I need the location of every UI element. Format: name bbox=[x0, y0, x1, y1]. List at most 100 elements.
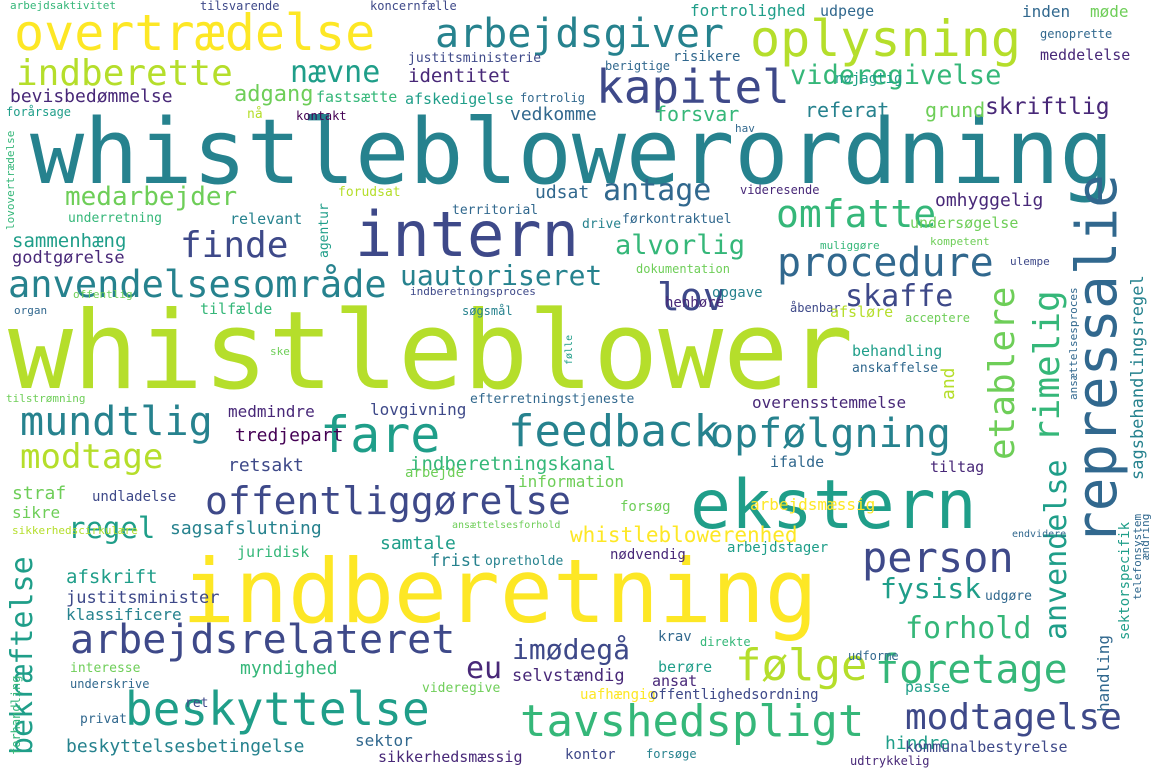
word-ansaettelsesforhold: ansættelsesforhold bbox=[452, 520, 561, 531]
word-and: and bbox=[938, 367, 959, 400]
word-imodegaa: imødegå bbox=[512, 633, 631, 666]
word-endvidere: endvidere bbox=[1012, 529, 1067, 540]
word-selvstaendig: selvstændig bbox=[512, 666, 625, 686]
word-beskyttelse: beskyttelse bbox=[125, 682, 430, 736]
word-sammenhaeng: sammenhæng bbox=[12, 230, 127, 252]
word-omhyggelig: omhyggelig bbox=[935, 190, 1044, 211]
word-koncernfaelle: koncernfælle bbox=[370, 0, 457, 13]
word-acceptere: acceptere bbox=[905, 311, 971, 325]
word-modtage: modtage bbox=[20, 437, 164, 477]
word-relevant: relevant bbox=[230, 210, 303, 228]
word-beskyttelsesbetingelse: beskyttelsesbetingelse bbox=[66, 736, 305, 757]
word-tilstromning: tilstrømning bbox=[6, 392, 86, 405]
word-uautoriseret: uautoriseret bbox=[400, 259, 603, 292]
word-dokumentation: dokumentation bbox=[636, 262, 730, 276]
word-medmindre: medmindre bbox=[228, 402, 315, 421]
word-sagsbehandlingsregel: sagsbehandlingsregel bbox=[1128, 275, 1148, 480]
word-berigtige: berigtige bbox=[605, 59, 671, 73]
word-undersogelse: undersøgelse bbox=[910, 214, 1019, 232]
word-sikre: sikre bbox=[12, 503, 61, 522]
word-retsakt: retsakt bbox=[228, 455, 304, 476]
word-adgang: adgang bbox=[234, 82, 314, 107]
word-underskrive: underskrive bbox=[70, 677, 150, 691]
word-tredjepart: tredjepart bbox=[235, 425, 344, 446]
word-intern: intern bbox=[355, 198, 579, 271]
word-indberette: indberette bbox=[16, 53, 233, 94]
word-arbejdsrelateret: arbejdsrelateret bbox=[70, 617, 456, 663]
word-inden: inden bbox=[1022, 2, 1071, 21]
word-whistleblower: whistleblower bbox=[8, 289, 854, 414]
word-sektorspecifik: sektorspecifik bbox=[1117, 521, 1133, 640]
word-udforme: udforme bbox=[848, 649, 899, 663]
word-overtraedelse: overtrædelse bbox=[14, 4, 376, 62]
word-myndighed: myndighed bbox=[240, 658, 338, 679]
word-behandling: behandling bbox=[852, 342, 943, 360]
word-tilfaelde: tilfælde bbox=[200, 300, 273, 318]
word-samtale: samtale bbox=[380, 533, 456, 554]
word-privat: privat bbox=[80, 712, 127, 727]
word-modtagelse: modtagelse bbox=[905, 697, 1122, 738]
word-videregive: videregive bbox=[422, 681, 501, 696]
word-berore: berøre bbox=[658, 658, 713, 676]
word-udpege: udpege bbox=[820, 2, 875, 20]
word-forkontraktuel: førkontraktuel bbox=[622, 212, 732, 227]
word-whistleblowerordning: whistleblowerordning bbox=[30, 100, 1114, 205]
word-opretholde: opretholde bbox=[485, 554, 564, 569]
word-eu: eu bbox=[466, 651, 503, 686]
word-meddelelse: meddelelse bbox=[1040, 46, 1131, 64]
word-kontor: kontor bbox=[565, 747, 616, 763]
word-antage: antage bbox=[603, 173, 712, 208]
word-forsog: forsøg bbox=[620, 499, 671, 515]
word-udsat: udsat bbox=[535, 182, 590, 203]
word-sikkerhedscirkulaere: sikkerhedscirkulære bbox=[12, 524, 138, 537]
word-arbejde: arbejde bbox=[405, 465, 465, 481]
word-identitet: identitet bbox=[408, 65, 511, 87]
word-skaffe: skaffe bbox=[845, 279, 954, 314]
word-foretage: foretage bbox=[875, 647, 1068, 693]
word-forhandling: forhandling bbox=[9, 675, 23, 755]
word-forsoege: forsøge bbox=[646, 747, 697, 761]
word-referat: referat bbox=[805, 98, 890, 122]
word-genoprette: genoprette bbox=[1040, 27, 1113, 41]
word-forudsat: forudsat bbox=[338, 185, 401, 200]
word-omfatte: omfatte bbox=[776, 192, 937, 236]
word-lovovertraedelse: lovovertrædelse bbox=[4, 130, 17, 230]
word-opfolgning: opfølgning bbox=[710, 411, 951, 457]
word-justitsministerie: justitsministerie bbox=[408, 51, 542, 66]
word-tavshedspligt: tavshedspligt bbox=[520, 696, 865, 747]
word-territorial: territorial bbox=[452, 203, 539, 218]
word-anskaffelse: anskaffelse bbox=[852, 361, 939, 376]
word-na: nå bbox=[247, 107, 263, 122]
word-overensstemmelse: overensstemmelse bbox=[752, 393, 907, 412]
word-arbejdstager: arbejdstager bbox=[727, 540, 829, 556]
word-noejagtig: nøjagtig bbox=[835, 71, 903, 87]
word-offentlighedsordning: offentlighedsordning bbox=[650, 687, 819, 703]
word-afskrift: afskrift bbox=[66, 566, 158, 588]
word-mundtlig: mundtlig bbox=[20, 399, 213, 445]
word-undladelse: undladelse bbox=[92, 489, 177, 505]
word-regel: regel bbox=[68, 511, 156, 545]
word-person: person bbox=[862, 533, 1014, 582]
word-feedback: feedback bbox=[508, 406, 720, 457]
word-videregivelse: videregivelse bbox=[790, 60, 1002, 91]
word-sikkerhedsmaessig: sikkerhedsmæssig bbox=[378, 748, 523, 766]
word-skriftlig: skriftlig bbox=[985, 94, 1110, 120]
word-fysisk: fysisk bbox=[880, 572, 982, 605]
word-folge: følge bbox=[735, 640, 868, 691]
word-vedkomme: vedkomme bbox=[510, 104, 597, 125]
word-hindre: hindre bbox=[885, 733, 951, 754]
word-fortrolighed: fortrolighed bbox=[690, 1, 806, 20]
word-tiltag: tiltag bbox=[930, 458, 985, 476]
word-mode: møde bbox=[1090, 2, 1129, 21]
word-oplysning: oplysning bbox=[750, 10, 1021, 68]
word-drive: drive bbox=[582, 217, 622, 232]
word-uafhaengig: uafhængig bbox=[580, 687, 656, 703]
word-sogsmaal: søgsmål bbox=[462, 304, 513, 318]
word-ifalde: ifalde bbox=[770, 453, 825, 471]
word-noedvendig: nødvendig bbox=[610, 547, 686, 563]
word-krav: krav bbox=[658, 629, 692, 645]
word-ansaettelsesproces: ansættelsesproces bbox=[1067, 287, 1080, 400]
word-passe: passe bbox=[905, 678, 951, 696]
word-sektor: sektor bbox=[355, 731, 413, 750]
